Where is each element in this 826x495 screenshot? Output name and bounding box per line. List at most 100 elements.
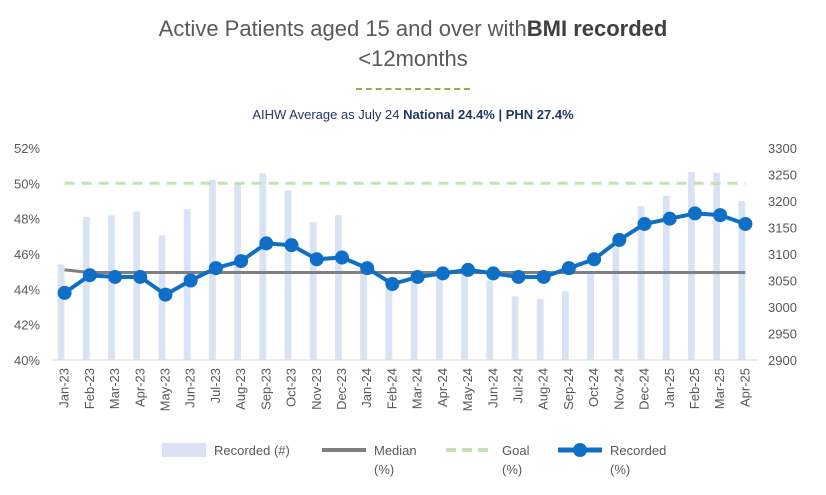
bar-recorded-count — [738, 201, 746, 360]
recorded-percent-point — [284, 238, 299, 253]
right-axis-tick-label: 3150 — [768, 221, 797, 236]
right-axis-tick-label: 2950 — [768, 327, 797, 342]
bar-recorded-count — [536, 299, 544, 360]
bar-recorded-count — [309, 222, 317, 360]
bar-recorded-count — [435, 277, 443, 360]
bar-recorded-count — [637, 206, 645, 360]
recorded-percent-point — [587, 252, 602, 267]
recorded-percent-markers — [57, 206, 753, 302]
recorded-percent-point — [360, 261, 375, 276]
x-axis-tick-label: Feb-24 — [384, 368, 399, 409]
x-axis-tick-label: Sep-23 — [258, 368, 273, 410]
bar-recorded-count — [259, 173, 267, 360]
recorded-percent-point — [158, 287, 173, 302]
legend-label: Recorded (#) — [214, 443, 290, 458]
recorded-percent-point — [486, 266, 501, 281]
x-axis-tick-label: Apr-23 — [132, 368, 147, 407]
recorded-percent-point — [612, 232, 627, 247]
bar-recorded-count — [360, 267, 368, 360]
legend-label: Goal — [502, 443, 530, 458]
left-axis-tick-label: 46% — [14, 247, 40, 262]
x-axis-tick-label: Mar-23 — [107, 368, 122, 409]
x-axis-tick-label: Nov-23 — [309, 368, 324, 410]
recorded-percent-point — [687, 206, 702, 221]
bar-recorded-count — [511, 296, 519, 360]
left-axis-tick-label: 42% — [14, 318, 40, 333]
x-axis-tick-label: May-23 — [157, 368, 172, 411]
recorded-percent-point — [108, 269, 123, 284]
bar-recorded-count — [587, 272, 594, 360]
bar-recorded-count — [612, 240, 620, 360]
title-bold: BMI recorded — [526, 16, 668, 41]
recorded-percent-point — [536, 269, 551, 284]
x-axis-tick-label: Jan-23 — [57, 368, 72, 408]
bar-recorded-count — [561, 291, 569, 360]
x-axis-tick-label: Apr-24 — [435, 368, 450, 407]
bar-recorded-count — [108, 215, 115, 360]
left-axis-tick-label: 44% — [14, 282, 40, 297]
x-axis-tick-label: Apr-25 — [737, 368, 752, 407]
x-axis-tick-label: Jan-24 — [359, 368, 374, 408]
recorded-percent-point — [259, 236, 274, 251]
title-decoration-dash — [356, 88, 470, 90]
right-axis-tick-label: 3200 — [768, 194, 797, 209]
recorded-percent-point — [208, 261, 223, 276]
recorded-percent-point — [435, 266, 450, 281]
x-axis-tick-label: Oct-23 — [284, 368, 299, 407]
bar-recorded-count — [57, 264, 65, 360]
x-axis-tick-label: Jun-23 — [183, 368, 198, 408]
recorded-percent-point — [713, 208, 728, 223]
x-axis-tick-label: Jan-25 — [662, 368, 677, 408]
recorded-percent-line — [63, 211, 747, 297]
bar-recorded-count — [284, 190, 292, 360]
recorded-percent-point — [511, 269, 526, 284]
title-line2: <12months — [358, 46, 468, 71]
legend: Recorded (#) Median (%) Goal (%) Recorded (%) — [162, 443, 666, 477]
x-axis-tick-label: Aug-23 — [233, 368, 248, 410]
x-axis-tick-label: Mar-24 — [410, 368, 425, 409]
recorded-percent-point — [637, 216, 652, 231]
left-axis-tick-label: 40% — [14, 353, 40, 368]
bar-recorded-count — [385, 285, 393, 360]
right-axis-tick-label: 2900 — [768, 353, 797, 368]
x-axis-tick-label: Feb-25 — [687, 368, 702, 409]
bar-recorded-count — [688, 171, 695, 360]
bar-series-recorded-count — [57, 171, 746, 360]
left-axis-tick-label: 50% — [14, 176, 40, 191]
x-axis-tick-label: Feb-23 — [82, 368, 97, 409]
recorded-percent-point — [183, 273, 198, 288]
right-axis-tick-label: 3050 — [768, 274, 797, 289]
right-axis-tick-label: 3100 — [768, 247, 797, 262]
subtitle-national: National 24.4% — [403, 107, 495, 122]
recorded-percent-point — [738, 216, 753, 231]
right-axis-tick-label: 3000 — [768, 300, 797, 315]
recorded-percent-point — [234, 254, 249, 269]
x-axis-tick-label: Nov-24 — [611, 368, 626, 410]
bar-recorded-count — [713, 172, 721, 360]
bar-recorded-count — [82, 216, 90, 360]
bar-recorded-count — [335, 215, 342, 360]
recorded-percent-point — [57, 285, 72, 300]
subtitle-prefix: AIHW Average as July 24 — [252, 107, 404, 122]
left-axis-tick-label: 52% — [14, 141, 40, 156]
median-line — [64, 268, 746, 274]
bar-recorded-count — [662, 195, 670, 360]
x-axis-tick-label: Mar-25 — [712, 368, 727, 409]
recorded-percent-point — [309, 252, 324, 267]
x-axis-tick-label: Oct-24 — [586, 368, 601, 407]
recorded-percent-point — [461, 262, 476, 277]
x-axis-tick-label: Dec-24 — [637, 368, 652, 410]
x-axis-tick-label: Jul-24 — [510, 368, 525, 403]
recorded-percent-point — [662, 211, 677, 226]
legend-label-unit: (%) — [374, 462, 394, 477]
x-axis-tick-label: Jul-23 — [208, 368, 223, 403]
bar-recorded-count — [486, 280, 494, 360]
recorded-percent-point — [133, 269, 148, 284]
subtitle-sep: | — [494, 107, 506, 122]
x-axis-tick-label: Dec-23 — [334, 368, 349, 410]
legend-label-unit: (%) — [610, 462, 630, 477]
right-axis-tick-label: 3300 — [768, 141, 797, 156]
chart-title: Active Patients aged 15 and over withBMI… — [0, 14, 826, 74]
